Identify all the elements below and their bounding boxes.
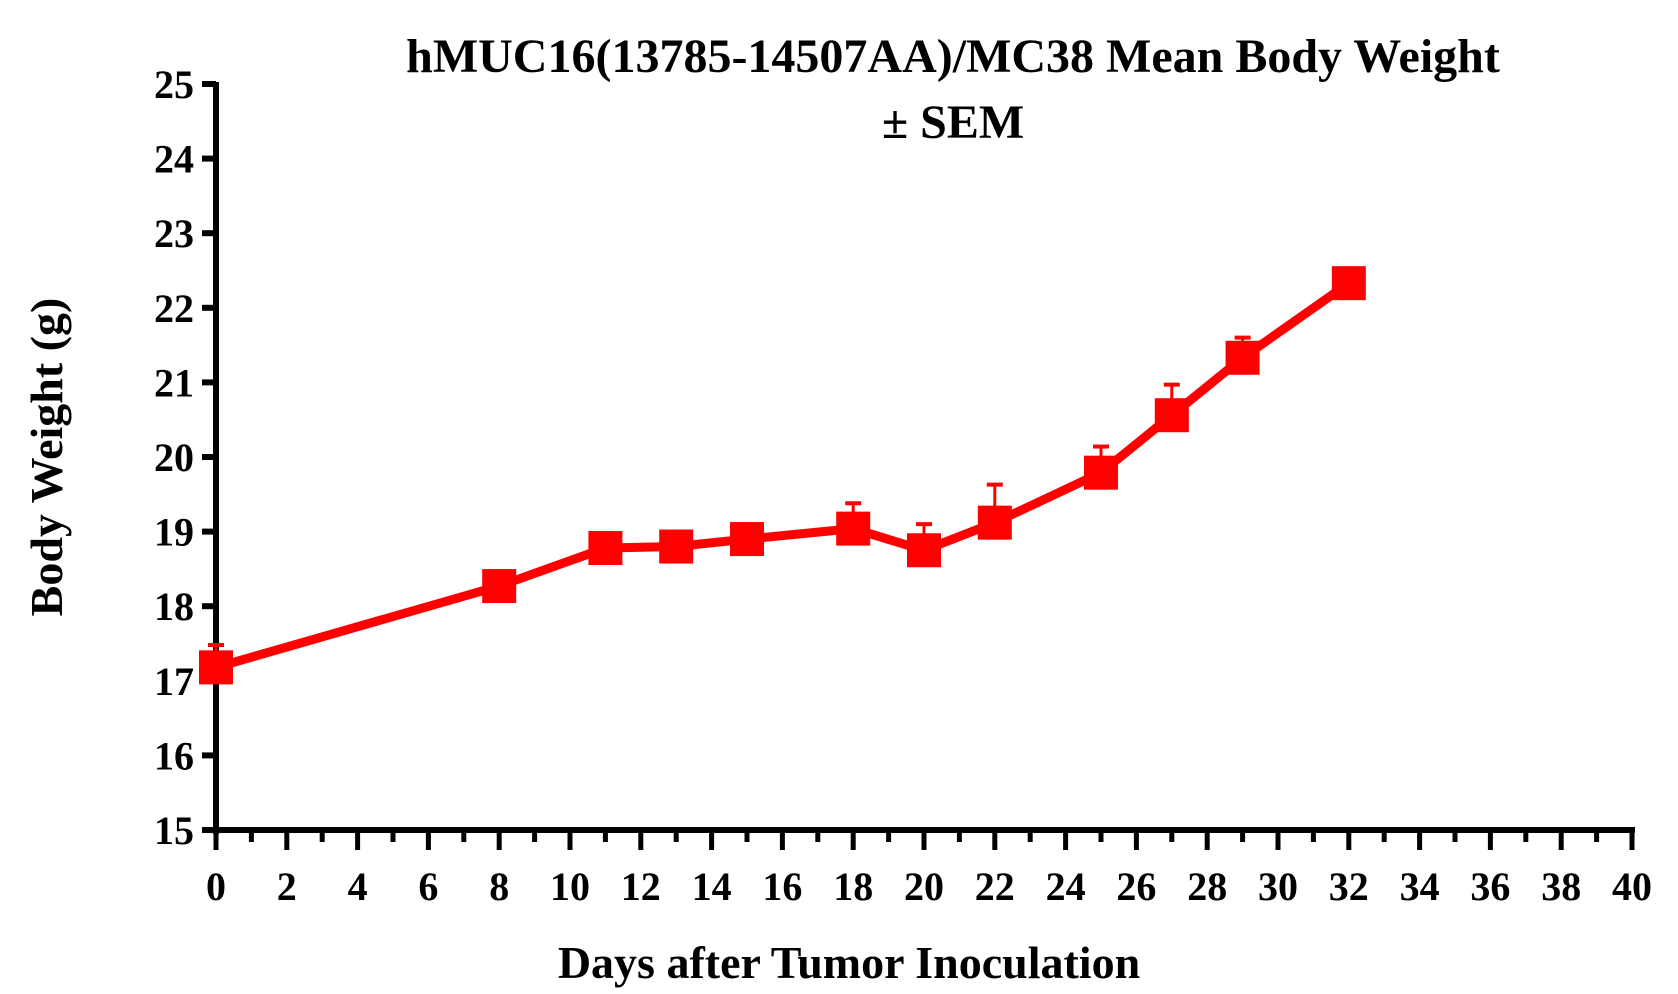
y-axis-title: Body Weight (g) — [21, 298, 72, 617]
data-point-marker — [836, 511, 871, 546]
x-tick-label: 32 — [1329, 864, 1369, 909]
y-tick-label: 21 — [154, 360, 194, 405]
data-point-marker — [1084, 455, 1118, 490]
x-tick-label: 14 — [692, 864, 732, 909]
x-tick-label: 18 — [833, 864, 873, 909]
data-point-marker — [199, 650, 233, 685]
x-tick-label: 34 — [1400, 864, 1440, 909]
x-tick-label: 24 — [1046, 864, 1086, 909]
chart-title-line1: hMUC16(13785-14507AA)/MC38 Mean Body Wei… — [406, 30, 1500, 83]
x-tick-label: 10 — [550, 864, 590, 909]
y-tick-label: 18 — [154, 584, 194, 629]
y-tick-label: 15 — [154, 808, 194, 853]
data-point-marker — [659, 529, 694, 564]
x-tick-label: 12 — [621, 864, 661, 909]
data-point-marker — [730, 522, 764, 557]
x-tick-label: 40 — [1612, 864, 1652, 909]
x-tick-label: 20 — [904, 864, 944, 909]
series-line — [214, 279, 1352, 672]
x-tick-label: 0 — [206, 864, 226, 909]
x-tick-label: 30 — [1258, 864, 1298, 909]
data-point-marker — [1331, 266, 1366, 301]
y-tick-label: 25 — [154, 62, 194, 107]
data-point-marker — [907, 533, 941, 568]
x-tick-label: 2 — [277, 864, 297, 909]
x-axis-title: Days after Tumor Inoculation — [558, 937, 1140, 988]
y-tick-label: 23 — [154, 211, 194, 256]
y-tick-label: 24 — [154, 137, 194, 182]
x-tick-label: 36 — [1470, 864, 1510, 909]
data-point-marker — [1225, 340, 1260, 375]
x-tick-label: 8 — [489, 864, 509, 909]
y-tick-label: 19 — [154, 510, 194, 555]
chart-title-line2: ± SEM — [882, 96, 1024, 149]
x-tick-label: 28 — [1187, 864, 1227, 909]
x-tick-label: 4 — [348, 864, 368, 909]
x-tick-label: 38 — [1541, 864, 1581, 909]
data-point-marker — [1154, 398, 1189, 433]
data-point-marker — [588, 531, 623, 566]
x-tick-label: 6 — [418, 864, 438, 909]
y-tick-label: 20 — [154, 435, 194, 480]
x-tick-label: 26 — [1116, 864, 1156, 909]
x-tick-label: 22 — [975, 864, 1015, 909]
y-tick-label: 22 — [154, 286, 194, 331]
x-tick-label: 16 — [762, 864, 802, 909]
data-point-marker — [482, 569, 517, 604]
y-tick-label: 16 — [154, 733, 194, 778]
y-tick-label: 17 — [154, 659, 194, 704]
data-marks — [199, 266, 1366, 685]
data-point-marker — [977, 505, 1012, 540]
